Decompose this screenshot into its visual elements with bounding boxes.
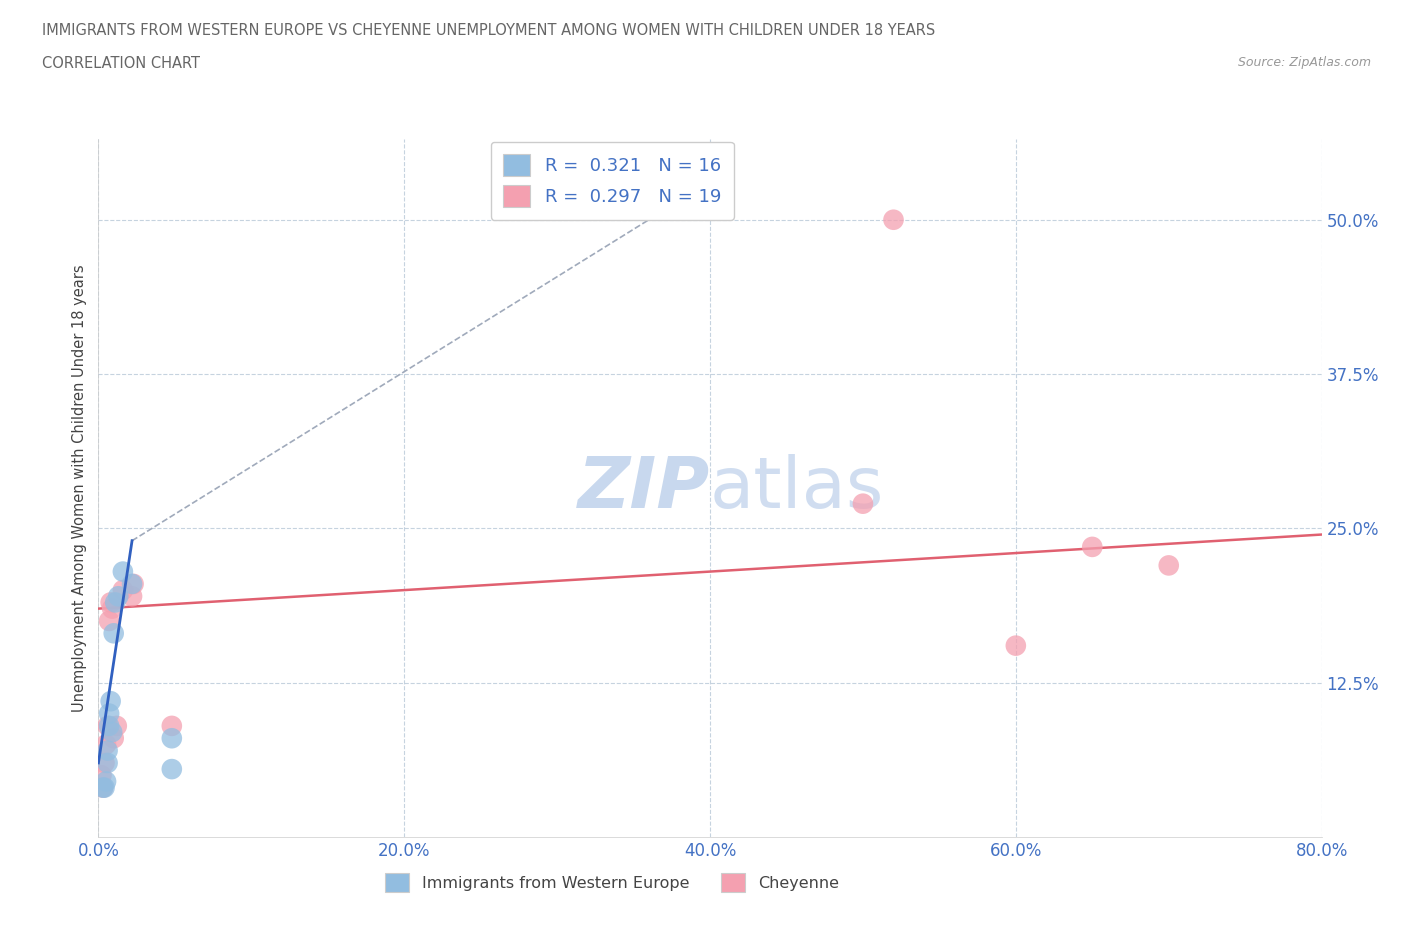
Point [93,755,115,770]
Point [100,694,122,709]
Text: ZIP: ZIP [578,454,710,523]
Point [121,577,143,591]
Point [103,731,125,746]
Point [97,743,120,758]
Point [104,595,127,610]
Text: atlas: atlas [710,454,884,523]
Point [93,780,115,795]
Point [160,731,183,746]
Point [94,737,117,751]
Point [97,719,120,734]
Point [101,601,124,616]
Text: Source: ZipAtlas.com: Source: ZipAtlas.com [1237,56,1371,69]
Y-axis label: Unemployment Among Women with Children Under 18 years: Unemployment Among Women with Children U… [72,264,87,712]
Point [94,774,117,789]
Point [111,583,134,598]
Point [160,719,183,734]
Point [852,497,875,512]
Point [1004,638,1026,653]
Text: CORRELATION CHART: CORRELATION CHART [42,56,200,71]
Point [98,706,121,721]
Point [98,614,121,629]
Point [883,212,905,227]
Point [97,755,120,770]
Point [90,768,112,783]
Legend: Immigrants from Western Europe, Cheyenne: Immigrants from Western Europe, Cheyenne [378,867,845,898]
Point [103,626,125,641]
Point [91,780,114,795]
Point [1081,539,1104,554]
Point [105,719,128,734]
Point [121,589,143,604]
Point [98,719,121,734]
Point [100,595,122,610]
Point [160,762,183,777]
Point [1157,558,1180,573]
Text: IMMIGRANTS FROM WESTERN EUROPE VS CHEYENNE UNEMPLOYMENT AMONG WOMEN WITH CHILDRE: IMMIGRANTS FROM WESTERN EUROPE VS CHEYEN… [42,23,935,38]
Point [107,589,129,604]
Point [91,780,114,795]
Point [122,577,145,591]
Point [101,724,124,739]
Point [111,565,134,579]
